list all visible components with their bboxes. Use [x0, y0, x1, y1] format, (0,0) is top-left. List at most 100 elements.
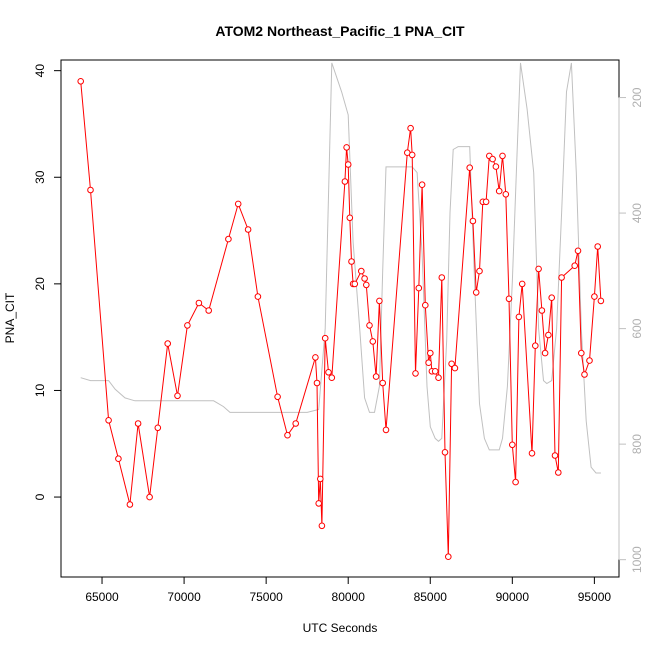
pna-data-point	[361, 275, 368, 282]
y-tick-label: 40	[33, 64, 47, 78]
y2-tick-label: 1000	[630, 546, 644, 573]
pna-data-point	[571, 262, 579, 270]
series-layer	[77, 62, 605, 561]
pna-data-point	[126, 501, 134, 508]
pna-data-point	[555, 469, 562, 476]
pna-data-point	[164, 340, 171, 347]
pna-data-point	[597, 297, 605, 305]
y-tick-label: 20	[33, 277, 47, 291]
pna-data-point	[441, 449, 449, 456]
pna-data-point	[415, 284, 423, 292]
pna-data-point	[184, 322, 191, 329]
pna-data-point	[407, 124, 414, 132]
pna-data-point	[469, 217, 477, 225]
pna-data-point	[466, 164, 474, 171]
pna-data-point	[472, 289, 480, 296]
pna-data-point	[541, 349, 549, 357]
pna-data-point	[578, 349, 585, 357]
pna-data-point	[422, 301, 429, 309]
pna-data-point	[372, 373, 380, 380]
pna-data-point	[435, 374, 442, 382]
pna-data-point	[515, 313, 523, 321]
pna-data-point	[205, 307, 212, 314]
pna-data-point	[509, 441, 516, 449]
pna-data-point	[412, 370, 419, 377]
x-tick-label: 65000	[85, 590, 119, 604]
pna-data-point	[77, 78, 84, 85]
y-tick-label: 10	[33, 383, 47, 397]
pna-data-point	[234, 200, 242, 208]
pna-data-point	[87, 186, 94, 194]
pna-data-point	[382, 426, 390, 434]
pna-data-point	[495, 187, 503, 195]
pna-data-point	[244, 226, 252, 233]
y-tick-label: 0	[33, 493, 47, 500]
pna-data-point	[489, 155, 496, 163]
pna-data-point	[105, 417, 112, 424]
pna-data-point	[476, 267, 483, 275]
x-tick-label: 80000	[332, 590, 366, 604]
pna-data-point	[369, 338, 377, 345]
pna-data-point	[518, 280, 526, 288]
pna-data-point	[351, 280, 359, 288]
pna-data-point	[502, 191, 510, 198]
pna-data-point	[581, 371, 588, 378]
y2-tick-label: 600	[630, 318, 644, 338]
pna-data-point	[292, 420, 300, 427]
pna-data-point	[343, 144, 350, 151]
pna-data-point	[358, 267, 365, 275]
pna-data-point	[174, 392, 181, 400]
pna-data-point	[348, 258, 355, 265]
pna-data-point	[344, 161, 352, 168]
pna-data-point	[318, 522, 326, 530]
pna-data-point	[438, 274, 446, 281]
pna-data-point	[225, 235, 232, 243]
y2-tick-label: 400	[630, 203, 644, 223]
x-axis: 65000 70000 75000 80000 85000 90000 95000	[85, 576, 612, 604]
pna-data-point	[321, 334, 329, 342]
plot-frame	[60, 59, 620, 578]
y2-axis: 200 400 600 800 1000	[618, 87, 644, 573]
y2-tick-label: 200	[630, 87, 644, 107]
x-axis-label: UTC Seconds	[303, 621, 378, 635]
y-axis-label: PNA_CIT	[3, 292, 17, 343]
y-axis: 0 10 20 30 40	[33, 64, 62, 500]
pna-data-point	[505, 295, 513, 303]
pna-data-point	[451, 364, 459, 372]
pna-data-point	[591, 293, 598, 300]
pna-data-point	[512, 478, 519, 486]
pna-data-point	[284, 431, 291, 439]
pna-data-point	[366, 322, 373, 329]
pna-data-point	[317, 475, 324, 483]
pna-data-point	[363, 281, 370, 289]
x-tick-label: 75000	[249, 590, 283, 604]
pna-data-point	[195, 299, 203, 307]
x-tick-label: 90000	[496, 590, 530, 604]
pna-data-point	[328, 374, 336, 382]
pna-data-point	[448, 360, 455, 368]
x-tick-label: 95000	[578, 590, 612, 604]
secondary-series-line	[80, 62, 601, 474]
pna-data-point	[499, 152, 506, 160]
pna-data-point	[325, 369, 332, 376]
pna-data-point	[254, 293, 262, 300]
pna-data-point	[376, 297, 383, 305]
pna-data-point	[379, 379, 387, 387]
pna-data-point	[492, 163, 500, 170]
pna-data-point	[586, 357, 593, 364]
y-tick-label: 30	[33, 170, 47, 184]
x-tick-label: 70000	[167, 590, 201, 604]
pna-data-point	[545, 331, 552, 339]
pna-data-point	[445, 553, 452, 561]
pna-data-point	[427, 349, 434, 357]
pna-data-point	[558, 274, 565, 281]
pna-data-point	[574, 247, 582, 255]
pna-data-point	[548, 294, 556, 302]
pna-data-point	[315, 500, 323, 507]
pna-data-point	[535, 265, 542, 273]
pna-data-point	[408, 151, 416, 159]
x-tick-label: 85000	[414, 590, 448, 604]
pna-data-point	[532, 342, 539, 350]
pna-data-point	[594, 243, 602, 250]
pna-data-point	[538, 307, 546, 314]
